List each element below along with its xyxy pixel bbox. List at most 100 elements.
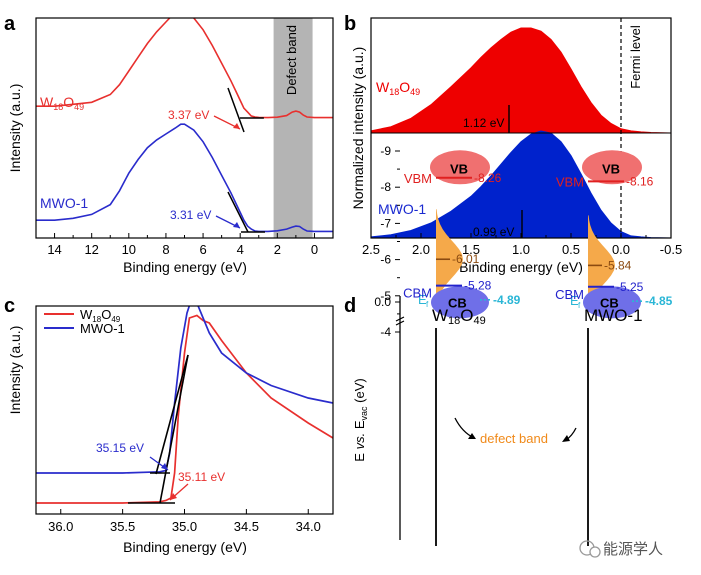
- panel-a-tangent-line: [227, 87, 245, 133]
- legend-label-mwo1: MWO-1: [80, 321, 125, 336]
- panel-d-cb-band-mwo1: [583, 286, 641, 319]
- panel-a-tangent-line: [227, 191, 249, 233]
- panel-a: 14 12 10 8 6 4 2 0 a Intensity (a.u.) Binding e…: [4, 13, 334, 275]
- panel-b-fermi-label: Fermi level: [628, 25, 643, 89]
- panel-d-ef-label-mwo1: E: [570, 293, 579, 308]
- panel-b-peak-label-mwo1: 0.99 eV: [473, 225, 514, 239]
- panel-b-ylabel: Normalized intensity (a.u.): [350, 47, 366, 210]
- panel-d-ef-sub-mwo1: f: [578, 301, 581, 310]
- panel-d-ef-sub-w18o49: f: [426, 300, 429, 309]
- panel-d-vbm-value-mwo1: -8.16: [626, 174, 654, 188]
- panel-a-xtick-label: 14: [47, 242, 61, 257]
- panel-d-cb-label-mwo1: CB: [600, 295, 619, 310]
- panel-a-xtick-label: 10: [122, 242, 136, 257]
- watermark: 能源学人: [579, 540, 663, 558]
- panel-b-letter: b: [344, 13, 356, 35]
- panel-c-arrowhead-w18o49: [170, 493, 177, 500]
- panel-d-ytick-label: -9: [380, 144, 391, 158]
- panel-d-vbm-value-w18o49: -8.26: [474, 171, 502, 185]
- panel-c-legend: W18O49 MWO-1: [44, 307, 125, 336]
- panel-b-xlabel: Binding energy (eV): [459, 259, 583, 275]
- panel-a-line-mwo1: [36, 123, 333, 233]
- panel-a-xtick-label: 12: [84, 242, 98, 257]
- panel-d-cb-label-w18o49: CB: [448, 295, 467, 310]
- panel-d-vbm-label-mwo1: VBM: [556, 174, 584, 189]
- panel-c-arrowhead-mwo1: [161, 463, 168, 470]
- panel-d-defect-arrowhead-left: [468, 433, 476, 439]
- panel-a-xtick-label: 0: [311, 242, 318, 257]
- panel-b-xtick-label: 2.0: [412, 242, 430, 257]
- panel-b-xtick-label: -0.5: [660, 242, 682, 257]
- panel-d-defect-arrowhead-right: [562, 435, 570, 442]
- panel-c-onset-label-w18o49: 35.11 eV: [178, 470, 225, 484]
- panel-c-letter: c: [4, 295, 15, 317]
- panel-b-xtick-label: 0.0: [612, 242, 630, 257]
- panel-c-xtick-label: 36.0: [48, 519, 73, 534]
- panel-a-label-mwo1: MWO-1: [40, 195, 88, 211]
- panel-b-area-w18o49: [371, 27, 671, 134]
- panel-d-ef-label-w18o49: E: [418, 292, 427, 307]
- panel-d-axis-break: [395, 320, 405, 326]
- panel-a-label-w18o49: W18O49: [40, 94, 84, 112]
- watermark-text: 能源学人: [603, 541, 663, 558]
- panel-a-arrowhead: [233, 123, 240, 129]
- panel-d-vbm-label-w18o49: VBM: [404, 171, 432, 186]
- panel-d-ef-value-w18o49: -4.89: [493, 293, 521, 307]
- panel-d-ef-value-mwo1: -4.85: [645, 294, 673, 308]
- panel-d-letter: d: [344, 295, 356, 317]
- panel-a-onset-label-w18o49: 3.37 eV: [168, 108, 209, 122]
- panel-d-vb-band-mwo1: [582, 150, 642, 185]
- panel-c-xtick-label: 34.5: [234, 519, 259, 534]
- panel-a-letter: a: [4, 13, 16, 35]
- panel-a-xtick-label: 2: [274, 242, 281, 257]
- panel-a-line-w18o49: [36, 18, 333, 119]
- panel-d-ytick-label: 0.0: [374, 295, 391, 309]
- panel-a-xtick-label: 4: [237, 242, 244, 257]
- panel-d-cbm-value-mwo1: -5.25: [616, 280, 644, 294]
- panel-d-defect-value-w18o49: -6.01: [452, 252, 480, 266]
- panel-d-ytick-label: -5: [380, 289, 391, 303]
- panel-d: d E vs. Evac (eV) 0.0 -4 -5 -6 -7 -8 -9 CB VB -4.…: [344, 144, 673, 546]
- panel-b-xtick-label: 0.5: [562, 242, 580, 257]
- panel-a-defect-label: Defect band: [284, 25, 299, 95]
- panel-c-line-mwo1: [36, 306, 333, 474]
- panel-d-ylabel: E vs. Evac (eV): [352, 378, 369, 461]
- panel-c-xlabel: Binding energy (eV): [123, 539, 247, 555]
- panel-d-cbm-value-w18o49: -5.28: [464, 279, 492, 293]
- panel-d-axis-break: [395, 316, 405, 322]
- panel-a-arrowhead: [233, 222, 240, 228]
- panel-c-xtick-label: 34.0: [296, 519, 321, 534]
- panel-d-cbm-label-mwo1: CBM: [555, 287, 584, 302]
- panel-b-xtick-label: 2.5: [362, 242, 380, 257]
- panel-c-onset-label-mwo1: 35.15 eV: [96, 441, 144, 455]
- panel-d-cbm-label-w18o49: CBM: [403, 286, 432, 301]
- panel-a-onset-label-mwo1: 3.31 eV: [170, 208, 211, 222]
- panel-a-defect-band-shade: [273, 18, 313, 238]
- legend-label-w18o49: W18O49: [80, 307, 121, 324]
- panel-d-defect-value-mwo1: -5.84: [604, 258, 632, 272]
- panel-a-xtick-label: 8: [162, 242, 169, 257]
- panel-a-xtick-label: 6: [199, 242, 206, 257]
- panel-b-peak-label-w18o49: 1.12 eV: [463, 116, 504, 130]
- panel-d-defect-label: defect band: [480, 431, 548, 446]
- panel-d-ytick-label: -8: [380, 180, 391, 194]
- panel-d-ytick-label: -6: [380, 253, 391, 267]
- panel-d-vb-band-w18o49: [430, 150, 490, 185]
- panel-d-cb-band-w18o49: [431, 286, 489, 319]
- panel-d-vb-label-w18o49: VB: [450, 161, 468, 176]
- panel-b-label-w18o49: W18O49: [376, 79, 420, 97]
- panel-b: 2.5 2.0 1.5 1.0 0.5 0.0 -0.5 b Normalized inte…: [344, 13, 682, 275]
- panel-b-xtick-label: 1.5: [462, 242, 480, 257]
- panel-d-vb-label-mwo1: VB: [602, 161, 620, 176]
- panel-c-tangent-line: [159, 354, 189, 504]
- panel-d-ytick-label: -4: [380, 325, 391, 339]
- panel-d-title-w18o49: W18O49: [432, 306, 486, 327]
- panel-c-tangent-line: [155, 354, 189, 475]
- panel-b-label-mwo1: MWO-1: [378, 201, 426, 217]
- panel-c-ylabel: Intensity (a.u.): [7, 326, 23, 415]
- panel-c-line-w18o49: [36, 314, 333, 504]
- watermark-logo-icon: [579, 540, 601, 558]
- panel-c-xtick-label: 35.5: [110, 519, 135, 534]
- panel-d-title-mwo1: MWO-1: [584, 306, 643, 325]
